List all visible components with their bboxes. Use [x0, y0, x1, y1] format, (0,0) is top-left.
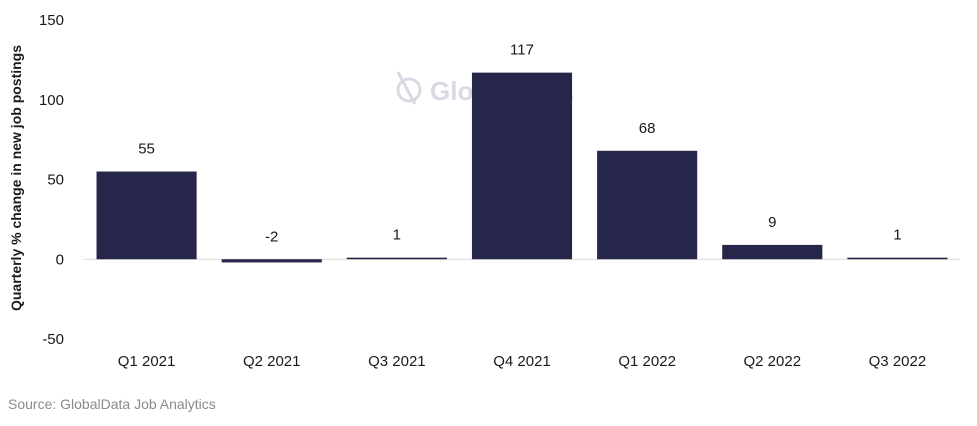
bar: [722, 244, 823, 260]
bar: [221, 259, 322, 263]
bar: [471, 72, 573, 260]
y-tick-label: 50: [47, 172, 64, 189]
x-tick-label: Q3 2021: [368, 353, 426, 370]
data-label: 1: [893, 227, 901, 244]
bar: [346, 257, 447, 260]
data-label: 9: [768, 214, 776, 231]
data-label: -2: [265, 228, 278, 245]
bar: [597, 150, 698, 260]
data-label: 1: [393, 227, 401, 244]
data-label: 55: [138, 141, 155, 158]
bar: [847, 257, 948, 260]
y-tick-label: 150: [39, 12, 64, 29]
data-label: 117: [510, 42, 534, 59]
data-label: 68: [639, 120, 656, 137]
x-tick-label: Q1 2021: [118, 353, 176, 370]
y-tick-label: -50: [42, 331, 64, 348]
x-tick-label: Q3 2022: [869, 353, 927, 370]
globaldata-logo-icon: [396, 71, 422, 105]
x-tick-label: Q2 2021: [243, 353, 301, 370]
source-note: Source: GlobalData Job Analytics: [8, 396, 216, 412]
x-tick-label: Q4 2021: [493, 353, 551, 370]
x-tick-label: Q1 2022: [618, 353, 676, 370]
y-tick-label: 0: [56, 251, 64, 268]
x-tick-label: Q2 2022: [744, 353, 802, 370]
bar: [96, 171, 197, 260]
y-axis-label: Quarterly % change in new job postings: [8, 45, 24, 311]
y-tick-label: 100: [39, 92, 64, 109]
